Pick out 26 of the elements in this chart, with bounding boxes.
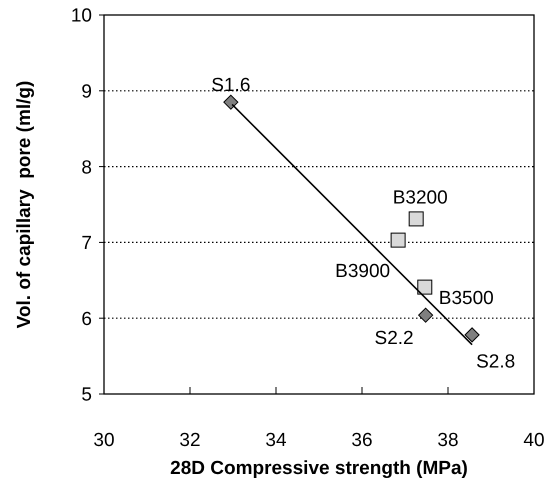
y-tick-label: 6 [81,308,92,330]
annotation: B3900 [335,260,390,282]
annotation: B3500 [438,288,494,309]
y-tick-label: 5 [81,384,92,406]
point [464,327,480,342]
point [408,211,424,226]
annotation: S2.8 [476,352,516,373]
point [223,94,238,110]
x-tick-label: 34 [265,430,287,451]
y-tick-label: 7 [81,233,92,254]
y-tick-label: 8 [81,157,92,178]
x-axis-title: 28D Compressive strength (MPa) [170,458,468,479]
point [418,308,434,323]
x-tick-label: 36 [351,430,373,451]
y-tick-label: 9 [81,81,92,102]
x-tick-label: 40 [523,430,545,451]
annotation: B3200 [392,188,448,209]
y-tick-label: 10 [70,6,92,27]
annotation: S2.2 [374,328,414,349]
point [390,232,406,248]
x-tick-label: 32 [179,430,201,451]
x-tick-label: 38 [437,430,459,451]
y-axis-title: Vol. of capillary pore (ml/g) [14,80,35,328]
x-tick-label: 30 [93,430,115,451]
annotation: S1.6 [211,74,250,96]
point [417,280,432,295]
